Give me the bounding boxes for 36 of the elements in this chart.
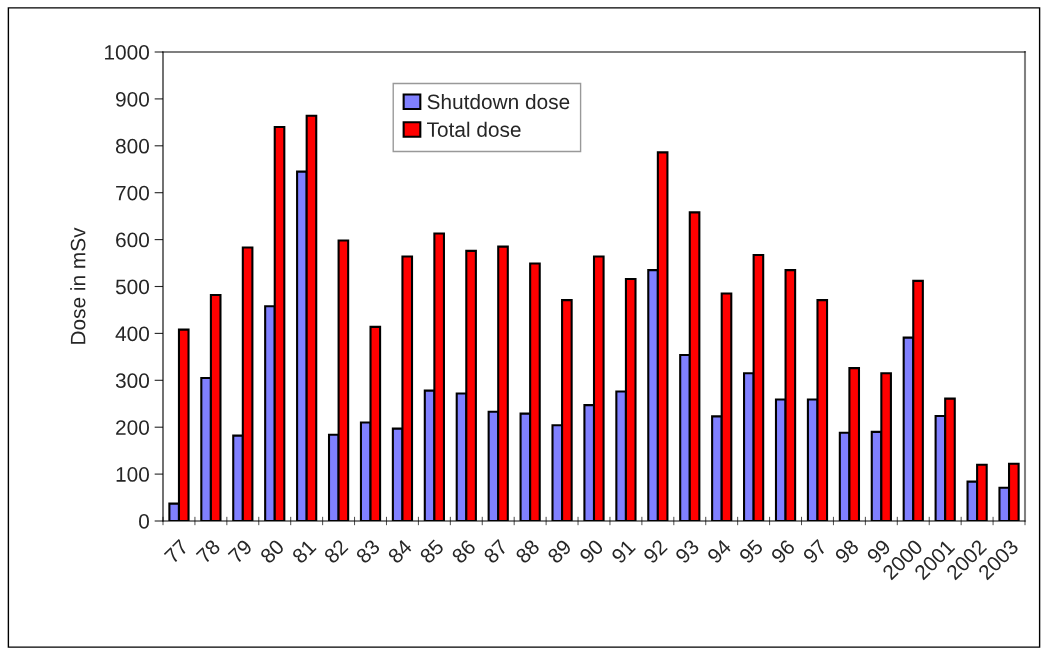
x-tick-label: 82 [323, 538, 349, 565]
x-tick-label: 91 [610, 538, 637, 565]
y-tick-label: 700 [116, 185, 149, 201]
y-tick-label: 500 [115, 279, 149, 295]
y-tick-label: 400 [115, 326, 149, 342]
x-tick-label: 92 [642, 538, 668, 565]
y-axis-title: Dose in mSv [70, 227, 86, 344]
legend-label: Total dose [427, 121, 521, 137]
x-tick-label: 78 [195, 538, 222, 565]
x-tick-label: 84 [387, 538, 413, 565]
x-tick-label: 79 [227, 538, 253, 565]
x-tick-label: 97 [802, 538, 828, 565]
x-tick-label: 98 [834, 538, 860, 565]
x-tick-label: 89 [546, 538, 573, 565]
y-tick-label: 200 [116, 420, 149, 435]
x-tick-label: 86 [450, 538, 477, 565]
y-tick-label: 600 [116, 232, 149, 248]
y-tick-label: 1000 [105, 45, 149, 60]
x-tick-label: 93 [674, 538, 700, 565]
y-tick-label: 0 [139, 514, 149, 529]
x-tick-label: 90 [578, 538, 605, 565]
x-tick-label: 85 [419, 538, 445, 565]
x-tick-label: 80 [259, 538, 285, 565]
x-tick-label: 88 [514, 538, 541, 565]
y-tick-label: 300 [115, 373, 149, 389]
legend-label: Shutdown dose [427, 93, 570, 110]
x-tick-label: 83 [355, 538, 381, 565]
x-tick-label: 87 [482, 538, 509, 565]
x-tick-label: 77 [163, 538, 189, 564]
x-tick-label: 94 [706, 538, 733, 565]
y-tick-label: 900 [116, 91, 149, 107]
x-tick-label: 96 [770, 538, 796, 565]
y-tick-label: 100 [116, 467, 149, 482]
x-tick-label: 81 [291, 538, 317, 565]
y-tick-label: 800 [115, 138, 149, 154]
x-tick-label: 95 [738, 538, 764, 565]
